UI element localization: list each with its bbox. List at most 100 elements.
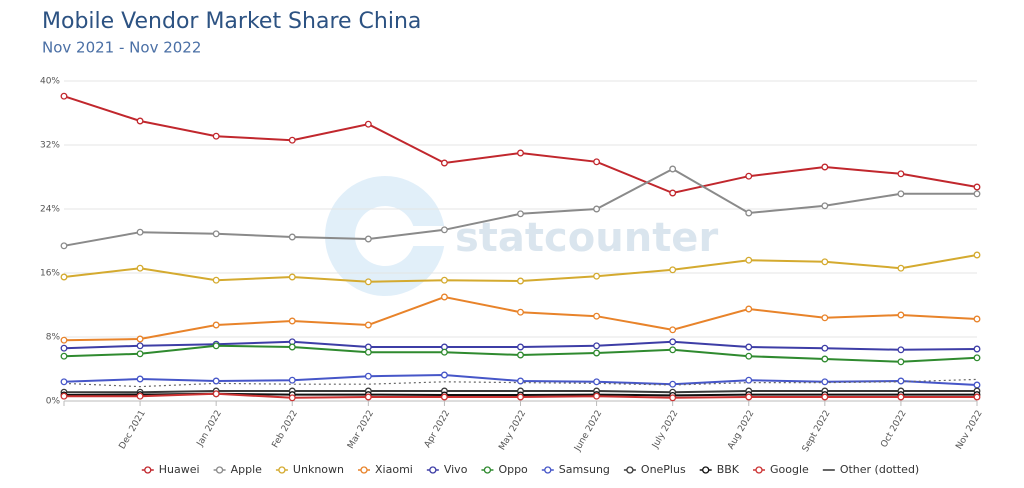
data-point	[60, 242, 68, 250]
data-point	[364, 120, 372, 128]
data-point	[897, 264, 905, 272]
data-point	[136, 375, 144, 383]
data-point	[136, 117, 144, 125]
data-point	[821, 258, 829, 266]
data-point	[288, 376, 296, 384]
data-point	[973, 393, 981, 401]
data-point	[973, 315, 981, 323]
legend-label: Google	[770, 463, 809, 476]
data-point	[212, 390, 220, 398]
data-point	[364, 321, 372, 329]
data-point	[593, 392, 601, 400]
data-point	[669, 165, 677, 173]
data-point	[517, 308, 524, 316]
data-point	[821, 314, 829, 322]
data-point	[60, 352, 68, 360]
legend-marker	[544, 466, 552, 474]
legend-label: BBK	[717, 463, 740, 476]
x-tick-label: Nov 2022	[954, 409, 984, 452]
legend-item: Other (dotted)	[822, 463, 919, 476]
x-tick-label: Mar 2022	[346, 409, 376, 451]
x-tick-label: Apr 2022	[423, 409, 452, 450]
data-point	[745, 393, 753, 401]
data-point	[440, 226, 448, 234]
data-point	[440, 393, 448, 401]
data-point	[60, 344, 68, 352]
data-point	[364, 235, 372, 243]
data-point	[669, 394, 677, 402]
data-point	[897, 358, 905, 366]
data-point	[60, 92, 68, 100]
x-tick-label: Sept 2022	[801, 409, 833, 454]
data-point	[288, 317, 296, 325]
data-point	[897, 393, 905, 401]
data-point	[517, 210, 524, 218]
data-point	[517, 149, 524, 157]
legend-marker	[483, 466, 492, 474]
data-point	[669, 338, 677, 346]
x-tick-label: Dec 2021	[118, 409, 148, 451]
legend-label: Other (dotted)	[840, 463, 919, 476]
legend-label: Vivo	[444, 463, 468, 476]
data-point	[517, 351, 524, 359]
data-point	[669, 189, 677, 197]
legend-label: Unknown	[293, 463, 344, 476]
data-point	[136, 335, 144, 343]
legend-marker	[360, 466, 368, 474]
data-point	[212, 132, 220, 140]
data-point	[212, 321, 220, 329]
data-point	[440, 293, 448, 301]
data-point	[212, 276, 220, 284]
legend-item: Oppo	[481, 463, 528, 476]
legend-item: Samsung	[541, 463, 610, 476]
data-point	[60, 378, 68, 386]
data-point	[136, 350, 144, 358]
data-point	[745, 376, 753, 384]
y-tick-label: 40%	[40, 77, 60, 87]
x-tick-label: May 2022	[497, 409, 528, 452]
data-point	[669, 346, 677, 354]
y-tick-label: 24%	[40, 205, 60, 215]
data-point	[745, 305, 753, 313]
data-point	[973, 381, 981, 389]
data-point	[745, 209, 753, 217]
data-point	[973, 183, 981, 191]
data-point	[821, 163, 829, 171]
legend-marker	[429, 466, 437, 474]
data-point	[60, 273, 68, 281]
data-point	[212, 342, 220, 350]
data-point	[897, 170, 905, 178]
legend-label: Oppo	[498, 463, 528, 476]
legend-item: OnePlus	[623, 463, 686, 476]
x-tick-label: Feb 2022	[271, 409, 301, 450]
chart-title: Mobile Vendor Market Share China	[42, 9, 421, 34]
data-point	[973, 251, 981, 259]
legend-label: Huawei	[159, 463, 200, 476]
data-point	[745, 256, 753, 264]
data-point	[973, 354, 981, 362]
data-point	[593, 312, 601, 320]
data-point	[669, 380, 677, 388]
data-point	[745, 172, 753, 180]
data-point	[364, 393, 372, 401]
data-point	[60, 336, 68, 344]
chart-subtitle: Nov 2021 - Nov 2022	[42, 39, 201, 57]
data-point	[593, 272, 601, 280]
data-point	[669, 266, 677, 274]
data-point	[897, 377, 905, 385]
legend-marker	[278, 466, 286, 474]
data-point	[745, 352, 753, 360]
data-point	[136, 264, 144, 272]
data-point	[593, 158, 601, 166]
legend-item: Google	[753, 463, 809, 476]
watermark: statcounter	[455, 215, 718, 261]
y-tick-label: 32%	[40, 141, 60, 151]
data-point	[821, 393, 829, 401]
data-point	[364, 278, 372, 286]
data-point	[440, 371, 448, 379]
data-point	[669, 326, 677, 334]
data-point	[973, 345, 981, 353]
data-point	[517, 277, 524, 285]
data-point	[136, 342, 144, 350]
